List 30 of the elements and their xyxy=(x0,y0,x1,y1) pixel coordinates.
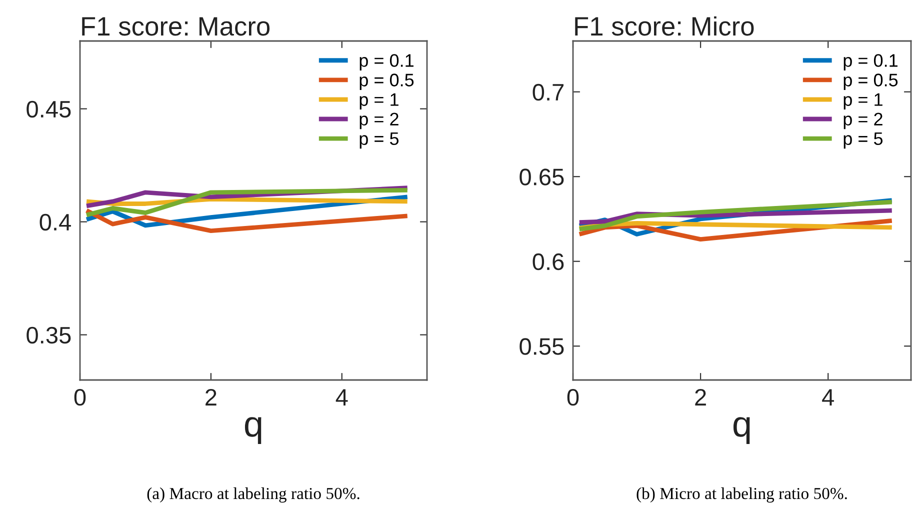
y-tick-label: 0.65 xyxy=(520,168,564,186)
line-series xyxy=(84,208,410,234)
x-tick-label: 4 xyxy=(822,389,834,406)
y-tick-label: 0.45 xyxy=(26,100,71,118)
y-tick-label: 0.6 xyxy=(532,253,564,270)
legend-label: p = 5 xyxy=(360,132,399,149)
x-axis-title: q xyxy=(244,417,262,444)
x-tick-label: 0 xyxy=(567,388,579,406)
legend-label: p = 1 xyxy=(844,93,882,110)
x-tick-label: 2 xyxy=(206,388,216,406)
legend-label: p = 5 xyxy=(844,132,883,149)
legend-label: p = 0.1 xyxy=(360,54,414,70)
legend-label: p = 2 xyxy=(360,112,398,130)
text: (b) Micro at labeling ratio 50%. xyxy=(636,487,847,503)
legend-label: p = 0.5 xyxy=(360,74,414,90)
legend-label: p = 2 xyxy=(844,112,882,130)
y-tick-label: 0.7 xyxy=(532,84,564,101)
y-tick-label: 0.55 xyxy=(520,338,564,355)
x-tick-label: 4 xyxy=(336,389,348,406)
legend-label: p = 0.5 xyxy=(844,74,898,90)
legend-label: p = 0.1 xyxy=(844,54,898,70)
y-tick-label: 0.4 xyxy=(40,214,71,231)
x-axis-title: q xyxy=(733,417,750,444)
chart-title: F1 score: Micro xyxy=(575,16,754,36)
legend-label: p = 1 xyxy=(360,93,398,110)
x-tick-label: 0 xyxy=(74,388,86,406)
chart-title: F1 score: Macro xyxy=(82,17,270,36)
y-tick-label: 0.35 xyxy=(26,326,71,344)
x-tick-label: 2 xyxy=(695,388,706,406)
text: (a) Macro at labeling ratio 50%. xyxy=(147,487,360,503)
